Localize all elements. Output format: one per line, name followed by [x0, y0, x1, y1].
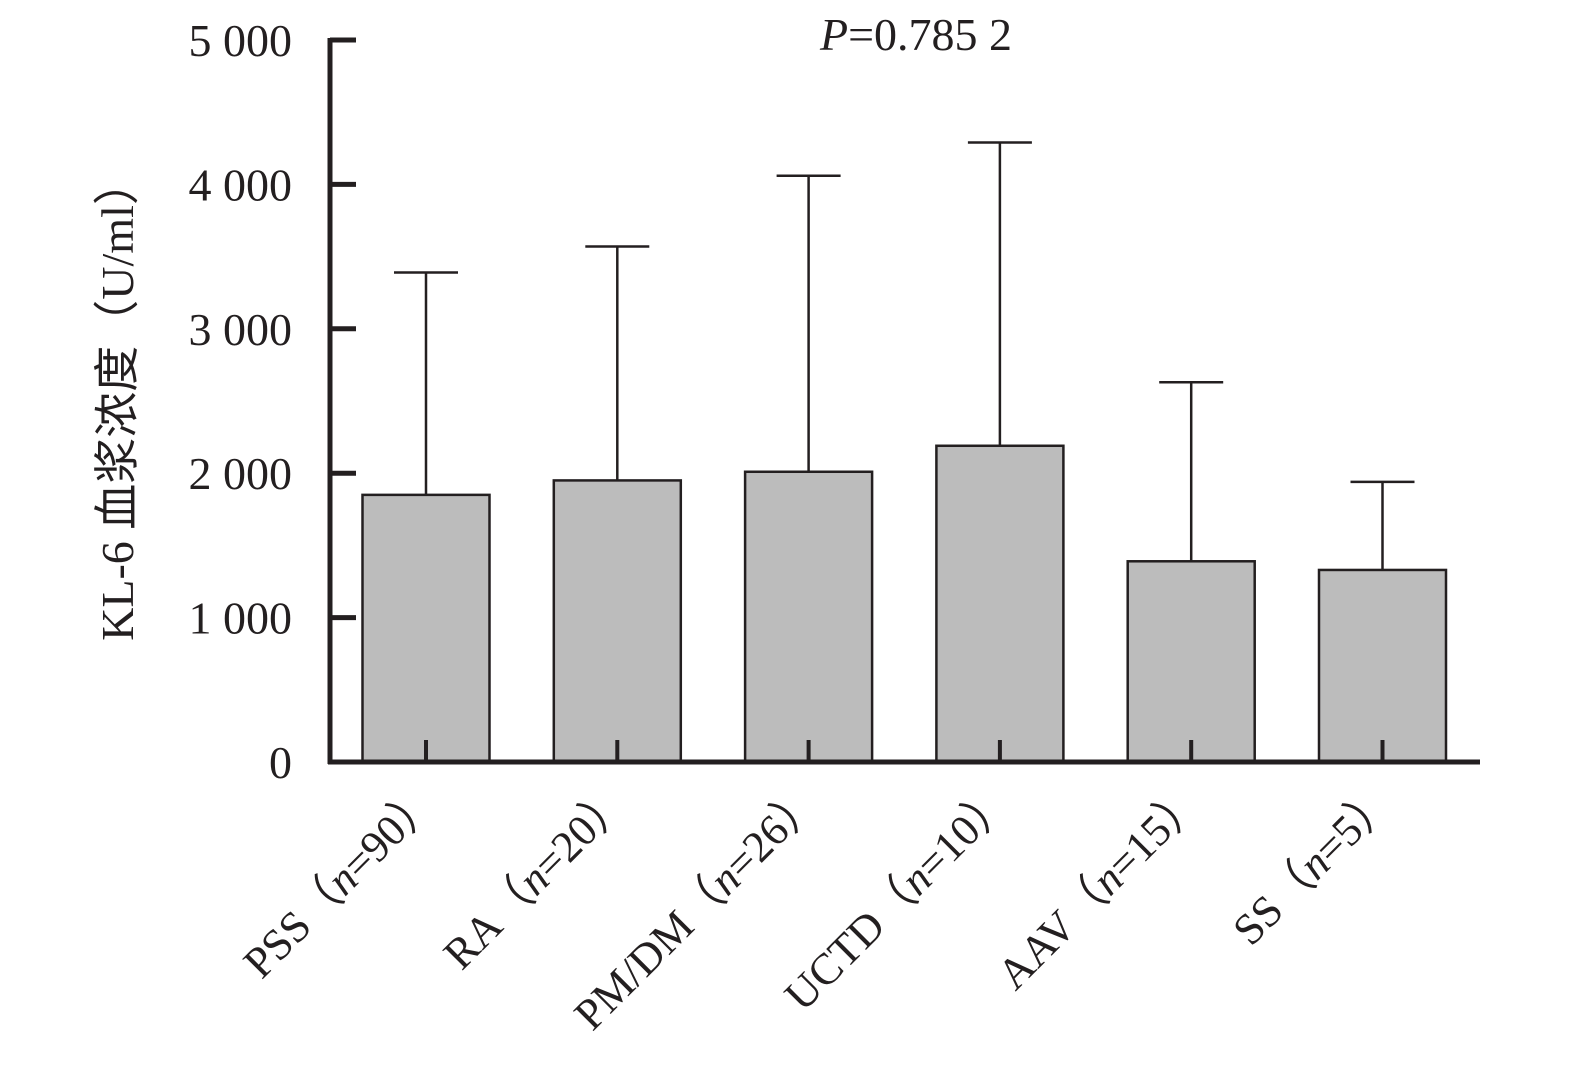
bar: [552, 479, 683, 764]
bar: [935, 444, 1065, 764]
x-tick-label-count: =10）: [907, 774, 1021, 888]
bar: [1317, 568, 1448, 764]
x-tick-label: RA（n=20）: [434, 774, 638, 978]
x-tick-label-group: PM/DM（: [565, 870, 735, 1040]
x-tick-label: SS（n=5）: [1223, 774, 1403, 954]
y-tick-label: 0: [269, 737, 292, 788]
x-tick-label-group: AAV（: [988, 870, 1117, 999]
bar: [361, 493, 491, 764]
x-tick-label-count: =15）: [1098, 774, 1212, 888]
p-value-annotation: P=0.785 2: [819, 9, 1012, 60]
x-tick-label-count: =20）: [524, 774, 638, 888]
y-tick-label: 1 000: [189, 593, 293, 644]
x-tick-label-group: UCTD（: [775, 870, 925, 1020]
y-tick-label: 4 000: [189, 159, 293, 210]
x-tick-label-count: =90）: [333, 774, 447, 888]
bar: [743, 470, 874, 764]
y-tick-label: 2 000: [189, 448, 293, 499]
y-tick-label: 3 000: [189, 304, 293, 355]
axes-group: [327, 37, 1480, 765]
bars-group: [361, 141, 1448, 764]
x-tick-label-count: =26）: [715, 774, 829, 888]
p-value-text: =0.785 2: [848, 9, 1012, 60]
y-tick-label: 5 000: [189, 15, 293, 66]
bar: [1126, 560, 1256, 764]
y-axis-title: KL-6 血浆浓度（U/ml）: [92, 159, 143, 641]
x-tick-label: AAV（n=15）: [988, 774, 1212, 998]
x-tick-label: PSS（n=90）: [234, 774, 447, 987]
p-value-symbol: P: [819, 9, 848, 60]
